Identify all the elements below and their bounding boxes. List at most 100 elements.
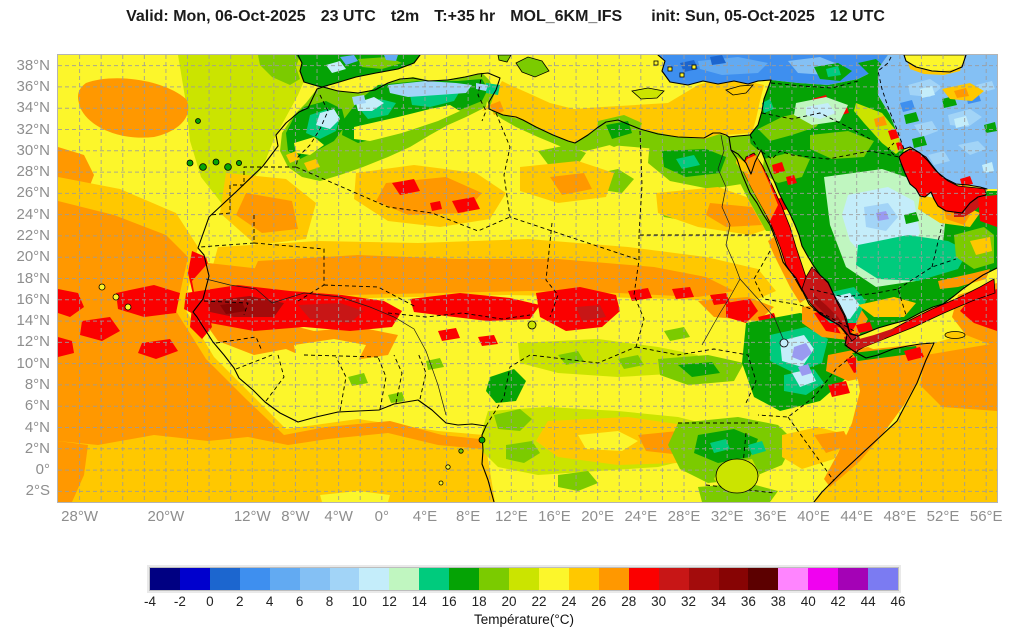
colorbar bbox=[149, 567, 899, 591]
colorbar-segment bbox=[269, 568, 300, 590]
colorbar-tick-label: 34 bbox=[710, 594, 726, 609]
colorbar-segment bbox=[479, 568, 510, 590]
lon-tick-label: 52°E bbox=[926, 508, 960, 525]
colorbar-segment bbox=[748, 568, 779, 590]
colorbar-segment bbox=[389, 568, 420, 590]
lat-tick-label: 2°N bbox=[24, 439, 50, 457]
lat-tick-label: 8°N bbox=[24, 375, 50, 393]
temperature-map bbox=[58, 55, 997, 502]
colorbar-tick-label: 14 bbox=[411, 594, 427, 609]
lat-tick-label: 18°N bbox=[16, 269, 50, 287]
colorbar-tick-label: 32 bbox=[681, 594, 697, 609]
lat-tick-label: 2°S bbox=[25, 482, 50, 500]
lon-tick-label: 32°E bbox=[710, 508, 744, 525]
map-panel bbox=[57, 54, 998, 503]
colorbar-segment bbox=[329, 568, 360, 590]
lat-tick-label: 34°N bbox=[16, 99, 50, 117]
lat-tick-label: 10°N bbox=[16, 354, 50, 372]
lon-tick-label: 4°W bbox=[324, 508, 353, 525]
colorbar-segment bbox=[868, 568, 899, 590]
lat-tick-label: 28°N bbox=[16, 163, 50, 181]
colorbar-segment bbox=[509, 568, 539, 590]
title-part: 12 UTC bbox=[829, 8, 885, 25]
lon-tick-label: 0° bbox=[374, 508, 389, 525]
lon-tick-label: 40°E bbox=[797, 508, 830, 525]
colorbar-tick-label: -4 bbox=[143, 594, 157, 609]
lon-tick-label: 20°W bbox=[147, 508, 185, 525]
title-part: Valid: Mon, 06-Oct-2025 bbox=[126, 8, 306, 25]
colorbar-segment bbox=[359, 568, 390, 590]
coastlines bbox=[192, 55, 997, 502]
colorbar-ticks: -4 -2 0 2 4 6 8 10 12 14 16 18 20 22 24 26 28 30 32 34 36 38 4… bbox=[144, 590, 906, 610]
colorbar-tick-label: 6 bbox=[295, 594, 304, 609]
colorbar-tick-label: 26 bbox=[591, 594, 607, 609]
country-borders bbox=[199, 55, 957, 494]
colorbar-tick-label: 44 bbox=[860, 594, 876, 609]
colorbar-tick-label: 20 bbox=[501, 594, 517, 609]
colorbar-segment bbox=[179, 568, 210, 590]
title-part: init: Sun, 05-Oct-2025 bbox=[651, 8, 815, 25]
lon-tick-label: 8°W bbox=[281, 508, 310, 525]
lat-tick-label: 38°N bbox=[16, 56, 50, 74]
lon-tick-label: 44°E bbox=[840, 508, 874, 525]
title-part: t2m bbox=[390, 8, 420, 25]
colorbar-segment bbox=[628, 568, 659, 590]
colorbar-segment bbox=[688, 568, 719, 590]
colorbar-segment bbox=[778, 568, 809, 590]
colorbar-tick-label: 2 bbox=[235, 594, 244, 609]
lat-tick-label: 32°N bbox=[16, 120, 50, 138]
title-part: MOL_6KM_IFS bbox=[510, 8, 623, 25]
colorbar-tick-label: 18 bbox=[471, 594, 487, 609]
title-part: 23 UTC bbox=[320, 8, 376, 25]
colorbar-tick-label: 24 bbox=[561, 594, 577, 609]
colorbar-tick-label: 10 bbox=[351, 594, 367, 609]
lat-tick-label: 36°N bbox=[16, 77, 50, 95]
lat-tick-label: 0° bbox=[35, 461, 50, 479]
colorbar-segment bbox=[209, 568, 240, 590]
colorbar-segment bbox=[299, 568, 330, 590]
colorbar-segment bbox=[808, 568, 839, 590]
lon-tick-label: 36°E bbox=[753, 508, 787, 525]
lon-tick-label: 28°W bbox=[61, 508, 98, 525]
title-part: T:+35 hr bbox=[434, 8, 496, 25]
colorbar-tick-label: 22 bbox=[531, 594, 547, 609]
lon-tick-label: 56°E bbox=[969, 508, 1003, 525]
colorbar-tick-label: 0 bbox=[206, 594, 214, 609]
lon-tick-label: 12°E bbox=[494, 508, 528, 525]
colorbar-segment bbox=[538, 568, 569, 590]
colorbar-segment bbox=[838, 568, 869, 590]
colorbar-tick-label: 16 bbox=[441, 594, 457, 609]
rivers bbox=[205, 134, 785, 416]
lat-tick-label: 30°N bbox=[16, 141, 50, 159]
colorbar-title: Température(°C) bbox=[474, 612, 574, 627]
colorbar-tick-label: 40 bbox=[800, 594, 816, 609]
graticule bbox=[58, 55, 997, 502]
lon-tick-label: 48°E bbox=[883, 508, 917, 525]
islands bbox=[98, 55, 966, 494]
colorbar-segment bbox=[658, 568, 689, 590]
lon-tick-label: 24°E bbox=[624, 508, 658, 525]
lat-tick-label: 24°N bbox=[16, 205, 50, 223]
lon-tick-label: 8°E bbox=[455, 508, 481, 525]
lat-tick-label: 20°N bbox=[16, 248, 50, 266]
colorbar-tick-label: 8 bbox=[325, 594, 334, 609]
colorbar-segment bbox=[419, 568, 450, 590]
colorbar-tick-label: 46 bbox=[890, 594, 906, 609]
colorbar-segment bbox=[239, 568, 270, 590]
lat-tick-label: 16°N bbox=[16, 290, 50, 308]
lat-tick-label: 22°N bbox=[16, 226, 50, 244]
lon-tick-label: 12°W bbox=[233, 508, 271, 525]
colorbar-segment bbox=[568, 568, 599, 590]
colorbar-tick-label: 12 bbox=[381, 594, 397, 609]
lat-tick-label: 14°N bbox=[16, 312, 50, 330]
lat-tick-label: 6°N bbox=[24, 397, 50, 415]
lat-tick-label: 12°N bbox=[16, 333, 50, 351]
colorbar-tick-label: 4 bbox=[265, 594, 274, 609]
colorbar-tick-label: 36 bbox=[740, 594, 756, 609]
lat-tick-label: 4°N bbox=[24, 418, 50, 436]
lon-tick-label: 16°E bbox=[538, 508, 571, 525]
map-title: Valid: Mon, 06-Oct-2025 23 UTC t2m T:+35 hr… bbox=[0, 8, 1011, 26]
colorbar-tick-label: 28 bbox=[621, 594, 637, 609]
lon-tick-label: 20°E bbox=[581, 508, 614, 525]
